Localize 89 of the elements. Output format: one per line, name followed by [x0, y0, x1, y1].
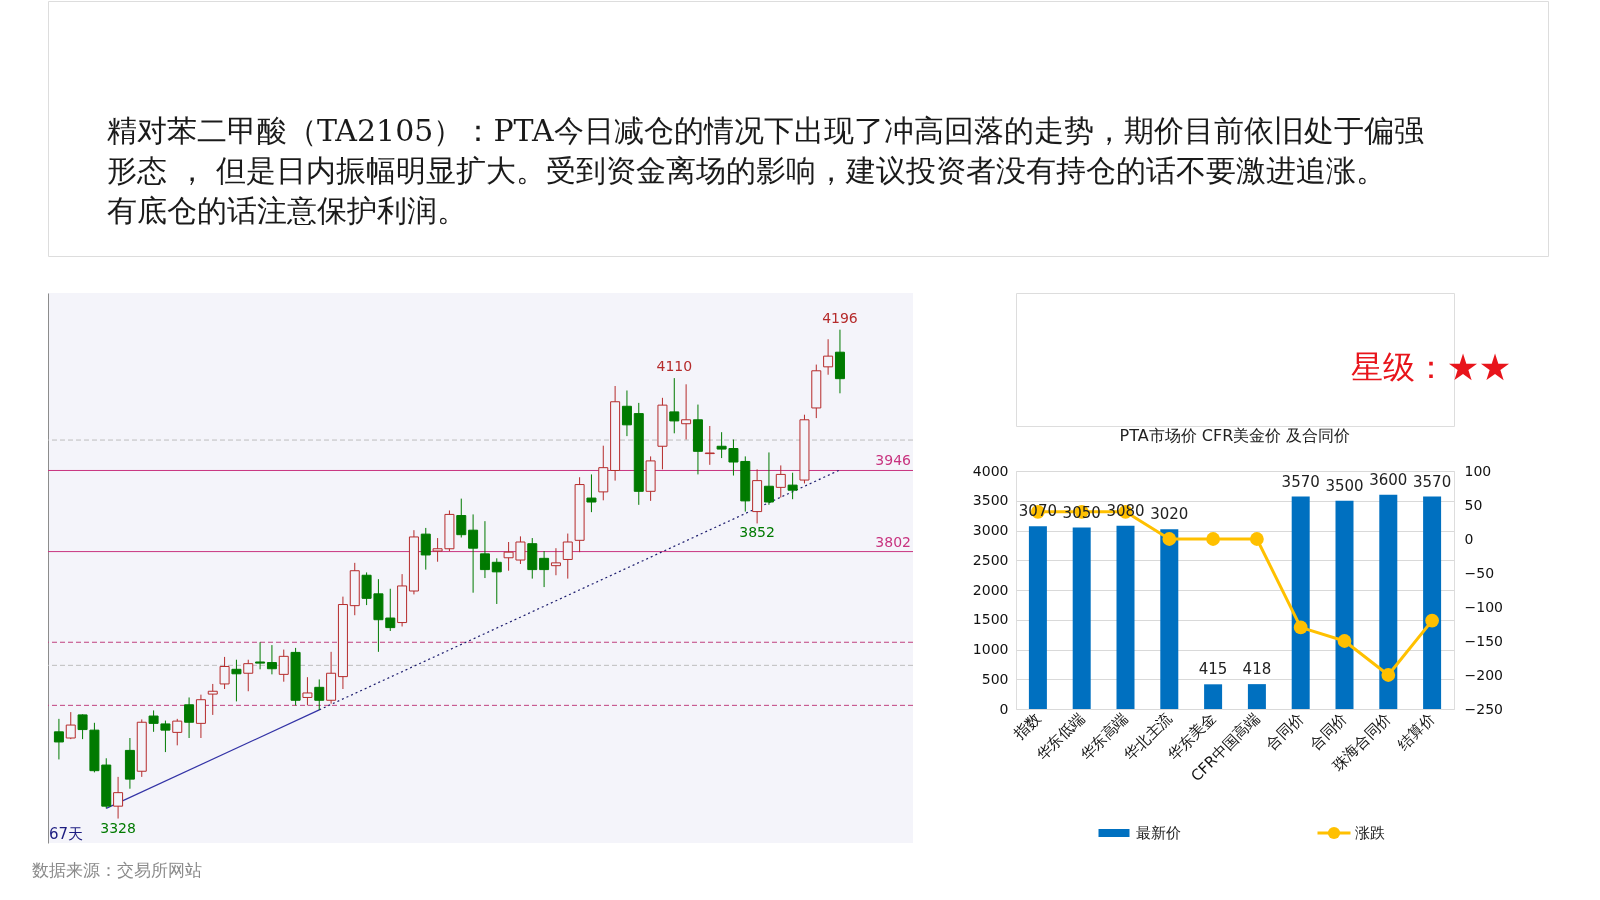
- candlestick: [314, 678, 325, 711]
- y-tick-label: 4000: [972, 462, 1009, 479]
- y2-tick-label: 0: [1464, 530, 1474, 547]
- candlestick: [266, 644, 277, 675]
- candlestick: [621, 390, 632, 437]
- candlestick: [184, 696, 195, 739]
- candlestick: [231, 659, 242, 702]
- annotation: 3852: [739, 524, 775, 541]
- bar: [1204, 684, 1223, 709]
- candlestick: [823, 338, 834, 376]
- x-tick-label: 结算价: [1393, 709, 1439, 754]
- y2-tick-label: −150: [1464, 632, 1503, 649]
- y-tick-label: 500: [981, 670, 1009, 687]
- point: [1250, 532, 1264, 546]
- bar: [1379, 494, 1398, 709]
- text: 精对苯二甲酸（TA2105）：PTA今日减仓的情况下出现了冲高回落的走势，期价目前依旧处于偏强形态 ， 但是日内振幅明显扩大。受到资金离场的影响，建议投资者没有持仓的话不要激进追涨。有底仓的话注意保护利润。: [107, 113, 1424, 228]
- y2-tick-label: 50: [1464, 496, 1483, 513]
- point: [1293, 620, 1308, 635]
- data-label: 3570: [1281, 472, 1320, 491]
- y-tick-label: 2500: [972, 551, 1009, 568]
- candlestick: [491, 557, 502, 605]
- candlestick: [586, 473, 597, 513]
- chart-title: PTA市场价 CFR美金价 及合同价: [1119, 426, 1351, 445]
- candlestick: [172, 718, 183, 746]
- bar: [1423, 496, 1442, 709]
- bar: [1160, 529, 1179, 709]
- candlestick: [539, 550, 550, 588]
- candlestick: [669, 377, 680, 434]
- point: [1162, 532, 1177, 546]
- bar: [1247, 684, 1266, 709]
- data-label: 3020: [1150, 505, 1189, 524]
- y2-tick-label: −100: [1464, 598, 1503, 615]
- candlestick: [207, 683, 218, 716]
- text: 67天: [49, 825, 84, 843]
- y2-tick-label: −250: [1464, 700, 1503, 717]
- candlestick: [302, 676, 313, 706]
- bar: [1291, 496, 1310, 709]
- data-label: 418: [1242, 660, 1272, 679]
- candlestick: [65, 711, 76, 740]
- candlestick: [420, 527, 431, 571]
- candlestick: [550, 547, 561, 576]
- point: [1206, 532, 1220, 546]
- annotation: 4196: [822, 309, 858, 326]
- candlestick: [278, 649, 289, 683]
- y2-tick-label: −50: [1464, 564, 1495, 581]
- ref-line-label: 3946: [875, 452, 912, 469]
- candlestick: [704, 425, 715, 466]
- candlestick: [456, 498, 467, 538]
- candlestick: [219, 656, 230, 690]
- legend-label: 涨跌: [1354, 824, 1385, 842]
- candlestick: [775, 464, 786, 499]
- candlestick: [562, 533, 573, 580]
- candlestick: [113, 776, 124, 820]
- candlestick: [479, 520, 490, 579]
- y-tick-label: 3000: [972, 522, 1009, 538]
- candlestick: [763, 451, 774, 506]
- candlestick: [243, 659, 254, 692]
- x-tick-label: 合同价: [1262, 709, 1308, 754]
- data-label: 3500: [1325, 476, 1364, 495]
- bar: [1116, 525, 1135, 709]
- candlestick: [681, 383, 692, 440]
- x-tick-label: 指数: [1009, 709, 1045, 744]
- source-note: 数据来源：交易所网站: [32, 860, 202, 880]
- y2-tick-label: 100: [1464, 462, 1492, 479]
- data-label: 415: [1198, 660, 1228, 679]
- bar: [1028, 526, 1047, 709]
- candlestick: [255, 641, 266, 670]
- point: [1337, 634, 1352, 648]
- candlestick: [787, 472, 798, 500]
- bar: [1072, 527, 1091, 709]
- candlestick: [468, 513, 479, 594]
- data-label: 3570: [1413, 472, 1452, 491]
- data-label: 3600: [1369, 470, 1408, 489]
- candlestick: [53, 718, 64, 760]
- y2-tick-label: −200: [1464, 666, 1503, 683]
- annotation: 3328: [100, 819, 136, 836]
- y-tick-label: 3500: [972, 492, 1009, 509]
- bar: [1335, 500, 1354, 709]
- y-tick-label: 1000: [972, 641, 1009, 657]
- ref-line-label: 3802: [875, 533, 911, 550]
- annotation: 4110: [656, 358, 693, 375]
- legend-label: 最新价: [1135, 824, 1181, 842]
- point: [1425, 613, 1439, 628]
- candlestick: [195, 694, 206, 739]
- y-tick-label: 0: [999, 700, 1009, 717]
- text: 星级：★★: [1351, 348, 1511, 386]
- y-tick-label: 1500: [972, 611, 1009, 628]
- point: [1381, 668, 1396, 682]
- y-tick-label: 2000: [972, 581, 1009, 598]
